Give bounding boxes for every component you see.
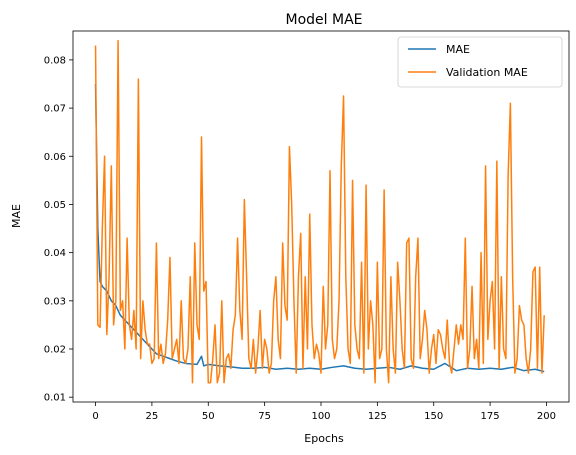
legend: MAE Validation MAE	[397, 36, 563, 88]
y-tick-label: 0.08	[44, 55, 66, 66]
x-tick-label: 150	[424, 411, 443, 422]
y-axis: 0.01 0.02 0.03 0.04 0.05 0.06 0.07 0.08	[44, 55, 73, 404]
series-line-validation-mae	[94, 39, 545, 384]
legend-label-validation-mae: Validation MAE	[446, 66, 528, 79]
x-tick-label: 50	[202, 411, 215, 422]
legend-box	[397, 36, 563, 88]
y-tick-label: 0.01	[44, 393, 66, 404]
chart-title: Model MAE	[286, 12, 363, 28]
x-axis: 0 25 50 75 100 125 150 175 200	[92, 402, 556, 422]
x-tick-label: 175	[481, 411, 500, 422]
y-tick-label: 0.07	[44, 104, 66, 115]
x-tick-label: 25	[146, 411, 159, 422]
y-tick-label: 0.04	[44, 248, 66, 259]
y-tick-label: 0.05	[44, 200, 66, 211]
y-tick-label: 0.02	[44, 345, 66, 356]
y-tick-label: 0.06	[44, 152, 66, 163]
x-tick-label: 100	[311, 411, 330, 422]
series-group	[94, 39, 545, 384]
x-tick-label: 75	[258, 411, 271, 422]
x-tick-label: 200	[537, 411, 556, 422]
y-axis-label: MAE	[10, 204, 23, 228]
x-tick-label: 125	[368, 411, 387, 422]
legend-label-mae: MAE	[446, 43, 470, 56]
plot-area	[72, 30, 570, 403]
x-axis-label: Epochs	[304, 432, 344, 445]
y-tick-label: 0.03	[44, 296, 66, 307]
x-tick-label: 0	[92, 411, 98, 422]
